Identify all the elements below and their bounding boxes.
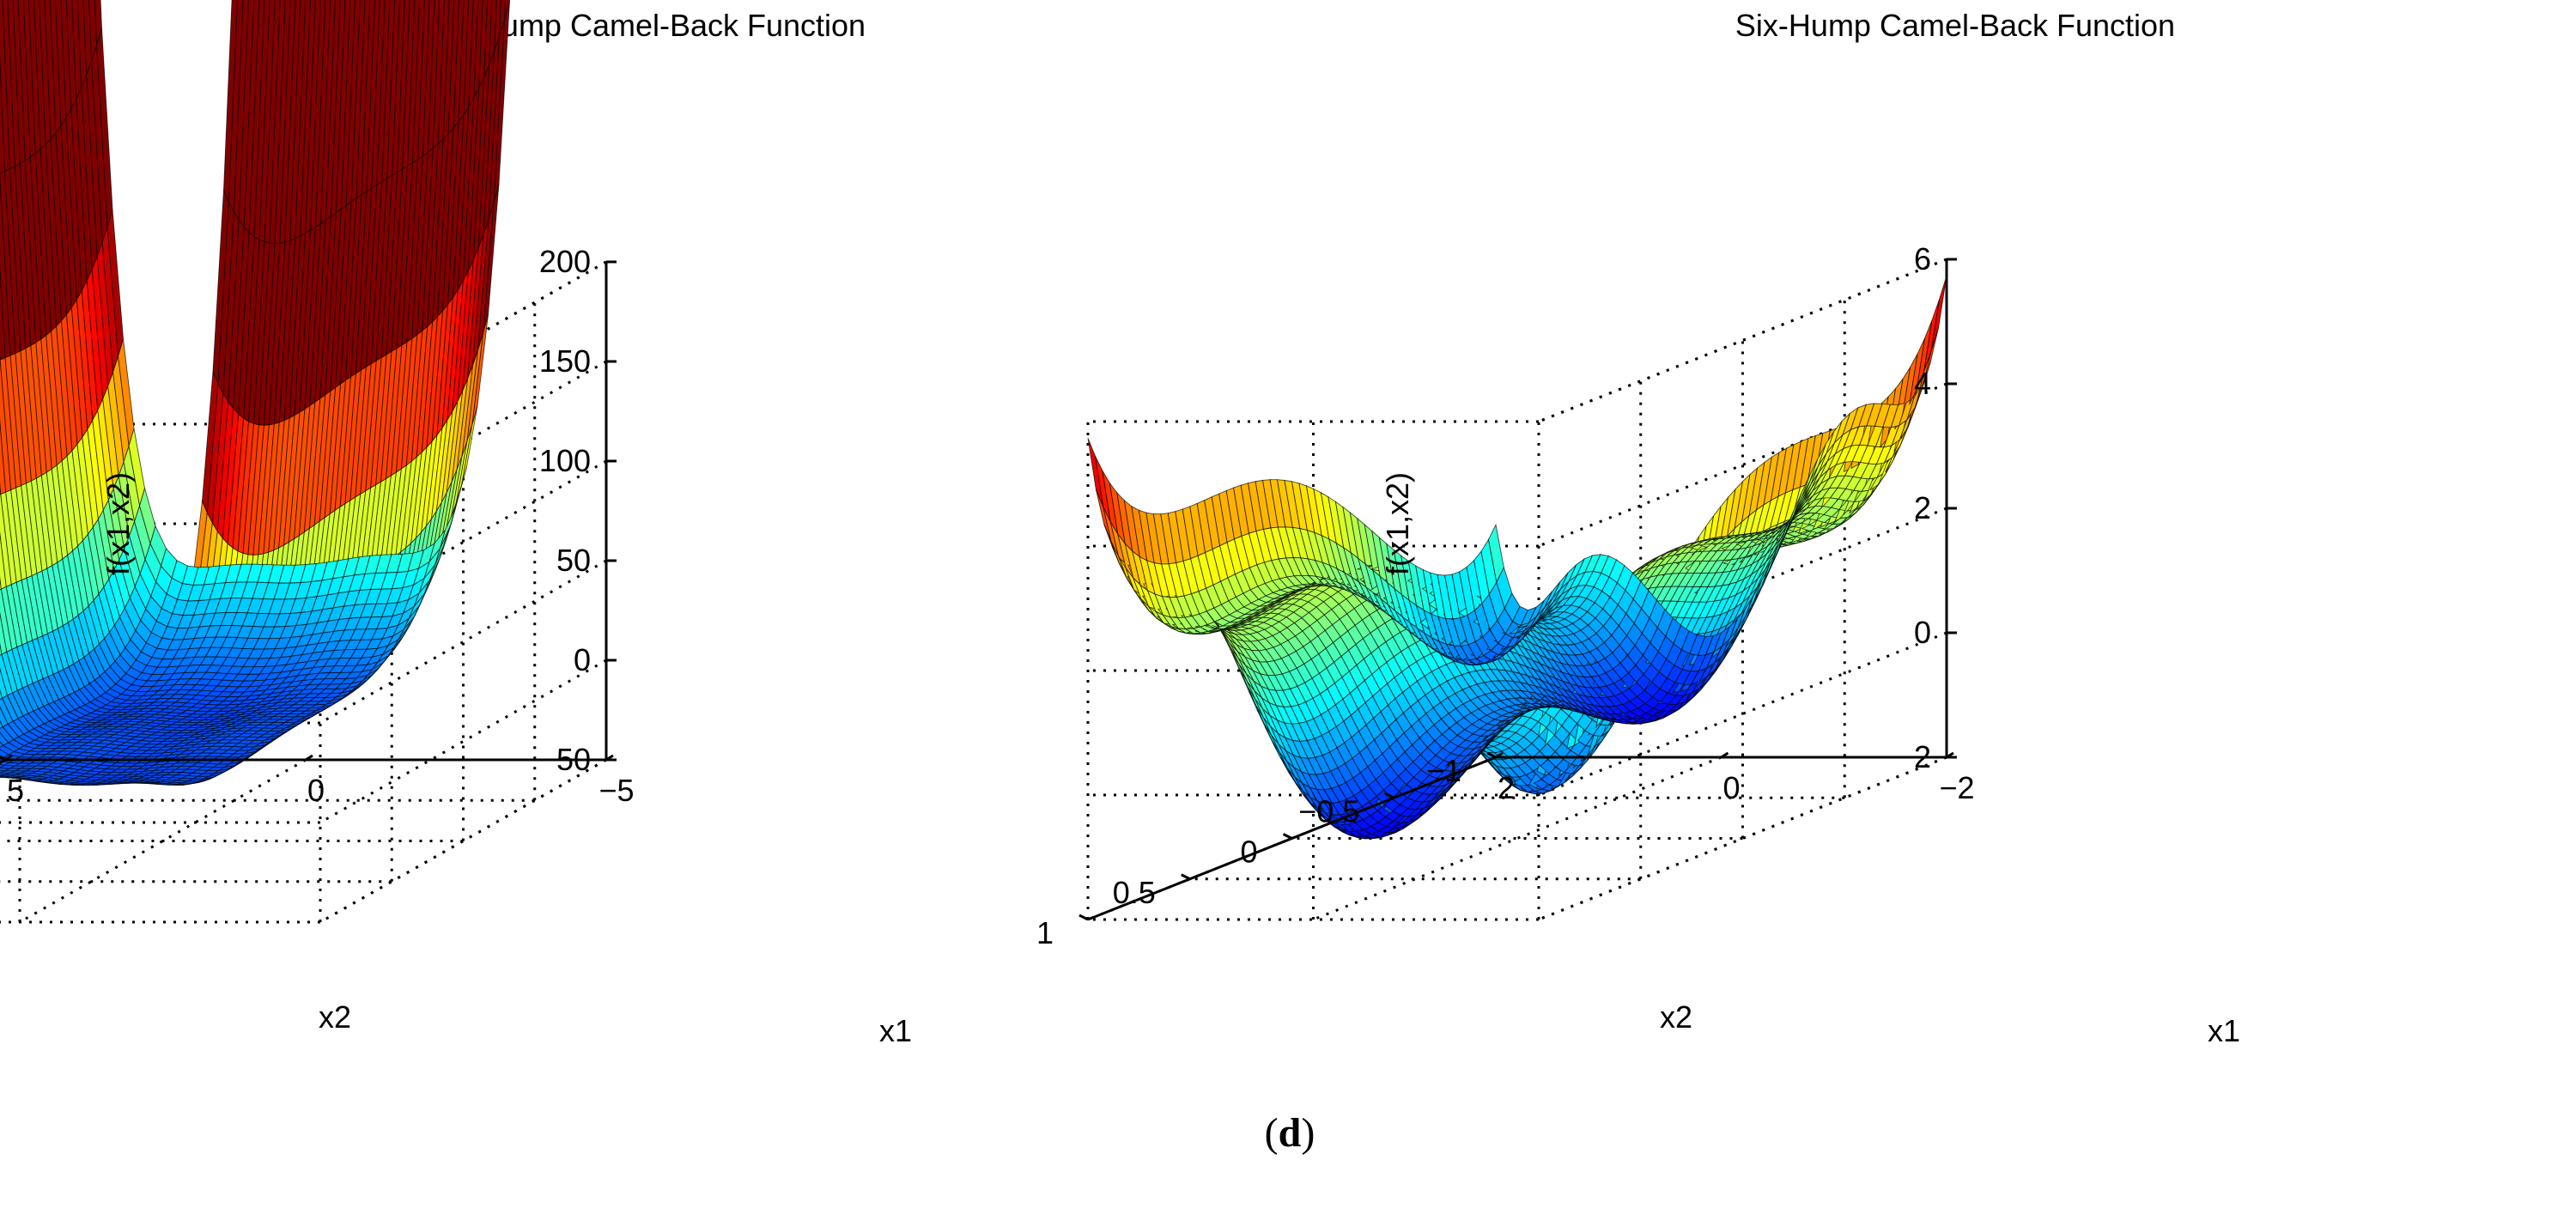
surface-plot-right: Six-Hump Camel-Back Function −20246−202−… bbox=[1036, 8, 2240, 1048]
z-tick-label: 50 bbox=[556, 543, 591, 578]
chart-title-right: Six-Hump Camel-Back Function bbox=[1735, 8, 2175, 43]
x-tick-label: −5 bbox=[598, 773, 634, 808]
z-tick-label: 100 bbox=[539, 443, 591, 478]
grid-line bbox=[0, 758, 6, 765]
surface-plot-left: Six-Hump Camel-Back Function −5005010015… bbox=[0, 0, 912, 1048]
z-tick-label: 200 bbox=[539, 244, 591, 279]
y-axis-label: x2 bbox=[319, 999, 351, 1035]
y-axis-line bbox=[0, 758, 6, 765]
surface-mesh bbox=[0, 0, 510, 786]
x-tick-label: 0 bbox=[307, 773, 325, 808]
surface-mesh bbox=[1087, 276, 1947, 840]
grid-line bbox=[1538, 258, 1947, 423]
x-axis-label: x1 bbox=[879, 1013, 912, 1048]
z-axis-label: f(x1,x2) bbox=[100, 472, 136, 575]
z-tick-label: −50 bbox=[538, 742, 591, 777]
z-tick-label: 150 bbox=[539, 343, 591, 379]
z-tick-label: 0 bbox=[574, 642, 591, 677]
x-tick-label: 5 bbox=[7, 773, 24, 808]
